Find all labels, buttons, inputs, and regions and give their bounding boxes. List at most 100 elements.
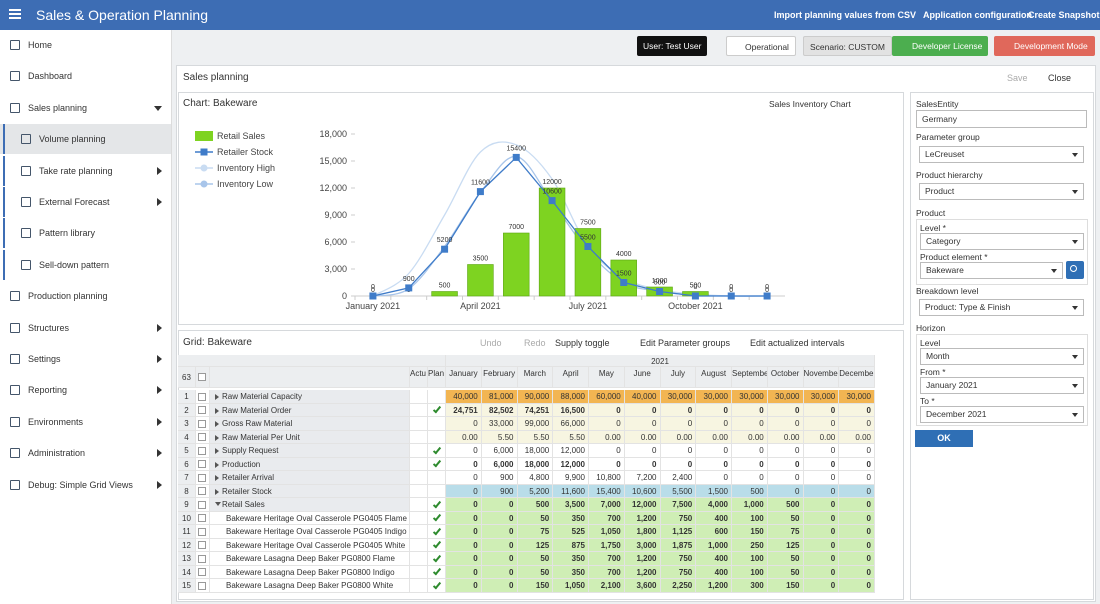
plan-cell: [428, 417, 446, 431]
sidebar-item[interactable]: Sell-down pattern: [0, 250, 171, 280]
value-cell: 250: [732, 539, 768, 553]
value-cell: 1,500: [696, 485, 732, 499]
header-action[interactable]: Import planning values from CSV: [774, 10, 916, 20]
undo-button[interactable]: Undo: [480, 338, 502, 348]
row-checkbox[interactable]: [198, 447, 206, 455]
expander[interactable]: [215, 435, 219, 441]
value-cell: 0: [804, 566, 840, 580]
value-cell: 18,000: [518, 444, 554, 458]
row-checkbox[interactable]: [198, 568, 206, 576]
sidebar-item[interactable]: Home: [0, 30, 171, 60]
menu-button[interactable]: [9, 9, 21, 11]
row-label: Bakeware Heritage Oval Casserole PG0405 …: [210, 525, 410, 539]
value-cell: 0: [446, 566, 482, 580]
row-checkbox[interactable]: [198, 474, 206, 482]
chevron: [157, 418, 162, 426]
supply-toggle[interactable]: Supply toggle: [555, 338, 610, 348]
row-checkbox[interactable]: [198, 393, 206, 401]
sidebar-item[interactable]: Take rate planning: [0, 156, 171, 186]
value-cell: 0: [839, 525, 875, 539]
sidebar-item[interactable]: Dashboard: [0, 61, 171, 91]
marker: [584, 243, 591, 250]
level-select[interactable]: Category: [920, 233, 1084, 250]
value-cell: 0: [482, 498, 518, 512]
expander[interactable]: [215, 462, 219, 468]
sidebar-item[interactable]: Volume planning: [0, 124, 171, 154]
expander[interactable]: [215, 394, 219, 400]
sidebar-item[interactable]: Reporting: [0, 375, 171, 405]
sidebar-item-label: Home: [28, 40, 52, 50]
close-button[interactable]: Close: [1048, 73, 1071, 83]
value-cell: 750: [661, 552, 697, 566]
mode-button[interactable]: Operational: [726, 36, 796, 56]
header-action[interactable]: Create Snapshot: [1028, 10, 1100, 20]
plan-cell: [428, 390, 446, 404]
row-checkbox[interactable]: [198, 555, 206, 563]
value-cell: 500: [732, 485, 768, 499]
row-checkbox[interactable]: [198, 406, 206, 414]
dev-mode-button[interactable]: Development Mode: [994, 36, 1095, 56]
row-checkbox[interactable]: [198, 487, 206, 495]
from-select[interactable]: January 2021: [920, 377, 1084, 394]
edit-actualized-intervals[interactable]: Edit actualized intervals: [750, 338, 845, 348]
value-cell: 50: [518, 566, 554, 580]
expander[interactable]: [215, 448, 219, 454]
sidebar-item[interactable]: Production planning: [0, 281, 171, 311]
row-checkbox[interactable]: [198, 433, 206, 441]
row-checkbox[interactable]: [198, 528, 206, 536]
parameter-group-select[interactable]: LeCreuset: [919, 146, 1084, 163]
value-cell: 0: [839, 498, 875, 512]
value-cell: 12,000: [625, 498, 661, 512]
product-hierarchy-select[interactable]: Product: [919, 183, 1084, 200]
breakdown-select[interactable]: Product: Type & Finish: [919, 299, 1084, 316]
sidebar-item-label: Take rate planning: [39, 166, 113, 176]
row-checkbox[interactable]: [198, 541, 206, 549]
expander[interactable]: [215, 408, 219, 414]
expander[interactable]: [215, 502, 221, 506]
license-button[interactable]: Developer License: [892, 36, 988, 56]
sidebar-item-label: Settings: [28, 354, 61, 364]
redo-button[interactable]: Redo: [524, 338, 546, 348]
header-action[interactable]: Application configuration: [923, 10, 1032, 20]
expander[interactable]: [215, 489, 219, 495]
value-cell: 875: [553, 539, 589, 553]
edit-parameter-groups[interactable]: Edit Parameter groups: [640, 338, 730, 348]
value-cell: 700: [589, 566, 625, 580]
value-cell: 6,000: [482, 458, 518, 472]
to-select[interactable]: December 2021: [920, 406, 1084, 423]
sidebar-item[interactable]: External Forecast: [0, 187, 171, 217]
row-checkbox[interactable]: [198, 514, 206, 522]
sidebar-item[interactable]: Debug: Simple Grid Views: [0, 470, 171, 500]
sidebar-item[interactable]: Sales planning: [0, 93, 171, 123]
sidebar-item[interactable]: Pattern library: [0, 218, 171, 248]
ok-button[interactable]: OK: [915, 430, 973, 447]
sidebar-item[interactable]: Structures: [0, 313, 171, 343]
row-checkbox[interactable]: [198, 420, 206, 428]
value-cell: 30,000: [804, 390, 840, 404]
row-checkbox[interactable]: [198, 460, 206, 468]
value-cell: 150: [768, 579, 804, 593]
search-button[interactable]: [1066, 261, 1084, 279]
sidebar-item[interactable]: Administration: [0, 438, 171, 468]
expander[interactable]: [215, 475, 219, 481]
value-cell: 66,000: [553, 417, 589, 431]
value-cell: 30,000: [696, 390, 732, 404]
value-cell: 0: [661, 458, 697, 472]
expander[interactable]: [215, 421, 219, 427]
horizon-level-select[interactable]: Month: [920, 348, 1084, 365]
field-label: SalesEntity: [916, 99, 959, 109]
row-checkbox[interactable]: [198, 501, 206, 509]
select-all[interactable]: [198, 373, 206, 381]
user-button[interactable]: User: Test User: [637, 36, 707, 56]
product-element-select[interactable]: Bakeware: [920, 262, 1063, 279]
sidebar-icon: [10, 291, 20, 301]
month-header: February: [482, 367, 518, 388]
sidebar-item[interactable]: Settings: [0, 344, 171, 374]
save-button[interactable]: Save: [1007, 73, 1028, 83]
row-label: Production: [210, 458, 410, 472]
sidebar-item[interactable]: Environments: [0, 407, 171, 437]
row-checkbox[interactable]: [198, 582, 206, 590]
scenario-button[interactable]: Scenario: CUSTOM: [803, 36, 892, 56]
value-cell: 0.00: [696, 431, 732, 445]
value-cell: 1,750: [589, 539, 625, 553]
